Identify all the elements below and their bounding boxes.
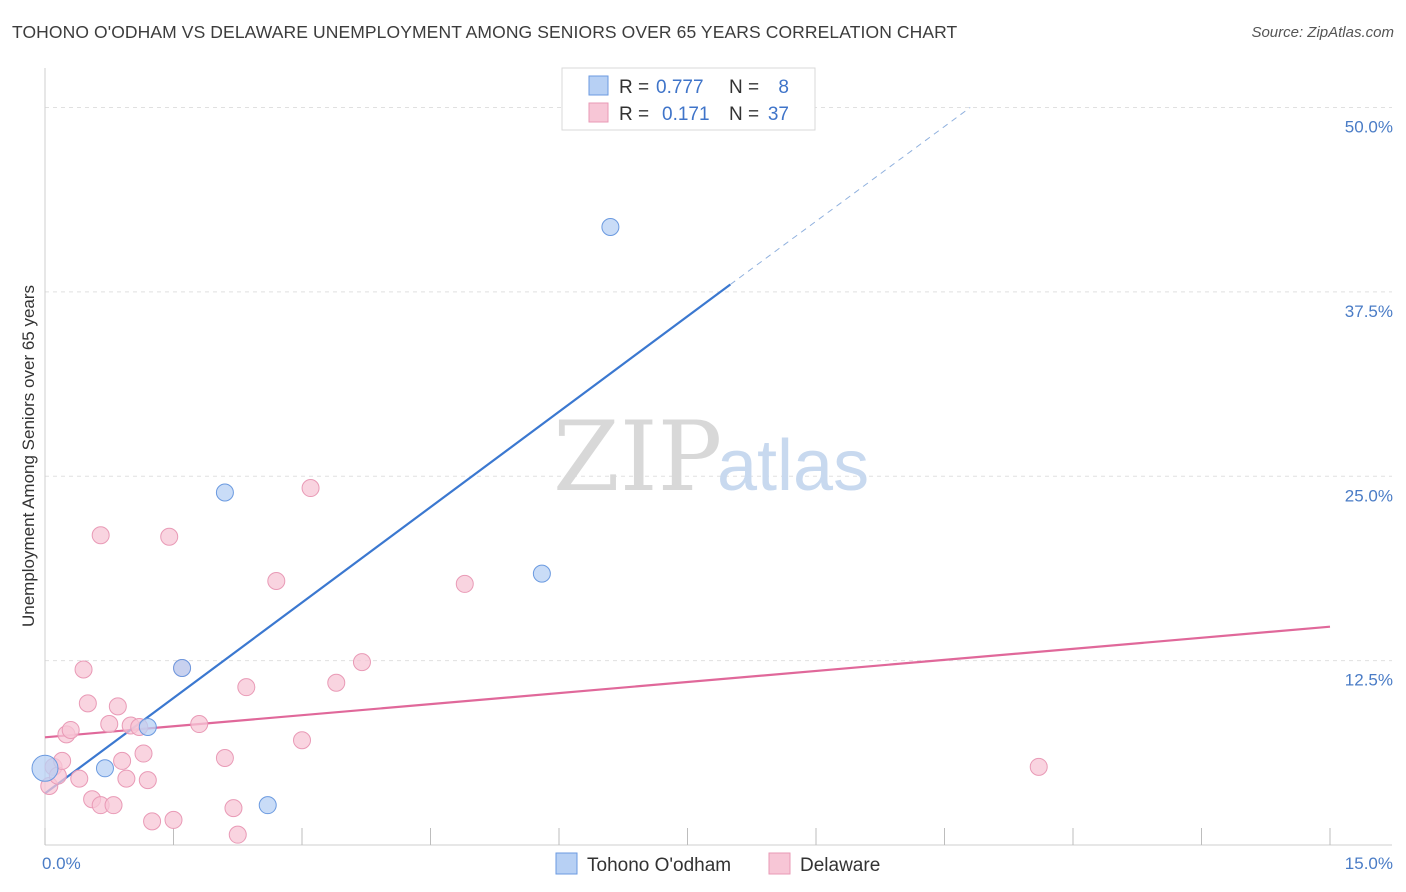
- point-delaware: [267, 571, 286, 590]
- point-delaware: [215, 748, 234, 767]
- y-axis-title: Unemployment Among Seniors over 65 years: [19, 285, 38, 627]
- y-tick-label: 37.5%: [1345, 302, 1393, 321]
- point-delaware: [224, 799, 243, 818]
- trendlines: [44, 107, 1331, 795]
- watermark-atlas: atlas: [717, 426, 869, 506]
- point-tohono: [31, 754, 59, 782]
- legend-n-label-1: N =: [729, 77, 759, 98]
- trendline-tohono-extension: [730, 107, 971, 285]
- bottom-legend: Tohono O'odham Delaware: [555, 852, 880, 876]
- point-tohono: [601, 217, 620, 236]
- point-delaware: [352, 653, 371, 672]
- y-tick-labels: 12.5% 25.0% 37.5% 50.0%: [1345, 118, 1393, 690]
- point-delaware: [104, 796, 123, 815]
- x-tick-labels: 0.0% 15.0%: [42, 854, 1393, 873]
- point-delaware: [117, 769, 136, 788]
- legend-n-value-2: 37: [768, 104, 789, 125]
- point-delaware: [61, 720, 80, 739]
- point-tohono: [258, 796, 277, 815]
- bottom-legend-swatch-delaware: [768, 852, 791, 875]
- point-delaware: [70, 769, 89, 788]
- point-delaware: [78, 694, 97, 713]
- point-delaware: [327, 673, 346, 692]
- legend-swatch-tohono: [588, 75, 609, 96]
- watermark-zip: ZIP: [553, 401, 722, 513]
- point-delaware: [138, 771, 157, 790]
- x-tick-label-min: 0.0%: [42, 854, 81, 873]
- legend: R = 0.777 N = 8 R = 0.171 N = 37: [561, 67, 816, 131]
- x-tick-label-max: 15.0%: [1345, 854, 1393, 873]
- data-points: [31, 217, 1048, 844]
- trendline-tohono: [44, 283, 731, 795]
- legend-r-label-1: R =: [619, 77, 649, 98]
- point-delaware: [301, 479, 320, 498]
- point-delaware: [160, 527, 179, 546]
- point-tohono: [173, 659, 192, 677]
- source-label: Source: ZipAtlas.com: [1251, 24, 1394, 41]
- legend-n-label-2: N =: [729, 104, 759, 125]
- legend-r-value-2: 0.171: [662, 104, 710, 125]
- point-tohono: [215, 483, 234, 502]
- bottom-legend-swatch-tohono: [555, 852, 578, 875]
- point-delaware: [113, 751, 132, 770]
- legend-r-value-1: 0.777: [656, 77, 704, 98]
- watermark: ZIP atlas: [553, 401, 869, 513]
- point-delaware: [91, 526, 110, 545]
- point-delaware: [164, 810, 183, 829]
- point-delaware: [100, 715, 119, 734]
- trendline-delaware: [44, 625, 1331, 739]
- point-delaware: [74, 660, 93, 679]
- point-delaware: [455, 574, 474, 593]
- axes: [44, 68, 1392, 846]
- bottom-legend-label-delaware: Delaware: [800, 855, 880, 876]
- y-tick-label: 25.0%: [1345, 486, 1393, 505]
- legend-r-label-2: R =: [619, 104, 649, 125]
- point-delaware: [293, 731, 311, 750]
- point-delaware: [134, 744, 153, 763]
- point-tohono: [532, 564, 551, 583]
- legend-n-value-1: 8: [778, 77, 789, 98]
- point-delaware: [190, 715, 209, 734]
- point-tohono: [138, 718, 157, 736]
- y-tick-label: 50.0%: [1345, 118, 1393, 137]
- grid-lines: [45, 107, 1392, 662]
- bottom-legend-label-tohono: Tohono O'odham: [587, 855, 731, 876]
- point-delaware: [237, 678, 256, 697]
- point-tohono: [95, 759, 114, 778]
- chart-title: TOHONO O'ODHAM VS DELAWARE UNEMPLOYMENT …: [12, 22, 958, 42]
- point-delaware: [108, 697, 127, 716]
- y-tick-label: 12.5%: [1345, 671, 1393, 690]
- point-delaware: [143, 812, 162, 831]
- legend-swatch-delaware: [588, 102, 609, 123]
- point-delaware: [228, 825, 247, 844]
- point-delaware: [1029, 757, 1048, 776]
